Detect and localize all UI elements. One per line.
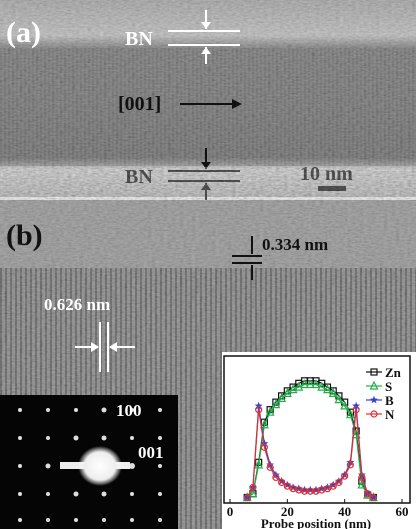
spacing-label: 0.334 nm xyxy=(262,235,328,254)
scale-bar xyxy=(318,186,346,191)
noise xyxy=(0,0,416,197)
panel-b: (b) 0.334 nm 0.626 nm 100 001 xyxy=(0,200,416,529)
scale-label: 10 nm xyxy=(300,163,353,185)
x-tick-label: 0 xyxy=(227,504,234,519)
x-tick-label: 60 xyxy=(396,504,409,519)
legend-label: Zn xyxy=(385,365,402,380)
legend-label: B xyxy=(385,393,394,408)
panel-a: (a) BN [001] BN 10 nm xyxy=(0,0,416,200)
legend-label: N xyxy=(385,407,395,422)
panel-label: (a) xyxy=(6,16,41,49)
bn-label: BN xyxy=(125,166,153,188)
saed-inset: 100 001 xyxy=(0,395,178,529)
panel-label: (b) xyxy=(6,219,43,252)
saed-index: 100 xyxy=(116,401,142,420)
x-axis-label: Probe position (nm) xyxy=(261,516,371,529)
legend-label: S xyxy=(385,379,392,394)
figure: (a) BN [001] BN 10 nm (b) 0.334 nm 0.626… xyxy=(0,0,416,529)
direction-label: [001] xyxy=(118,93,161,115)
saed-index: 001 xyxy=(138,443,164,462)
spacing-label: 0.626 nm xyxy=(44,295,110,314)
bn-label: BN xyxy=(125,28,153,50)
